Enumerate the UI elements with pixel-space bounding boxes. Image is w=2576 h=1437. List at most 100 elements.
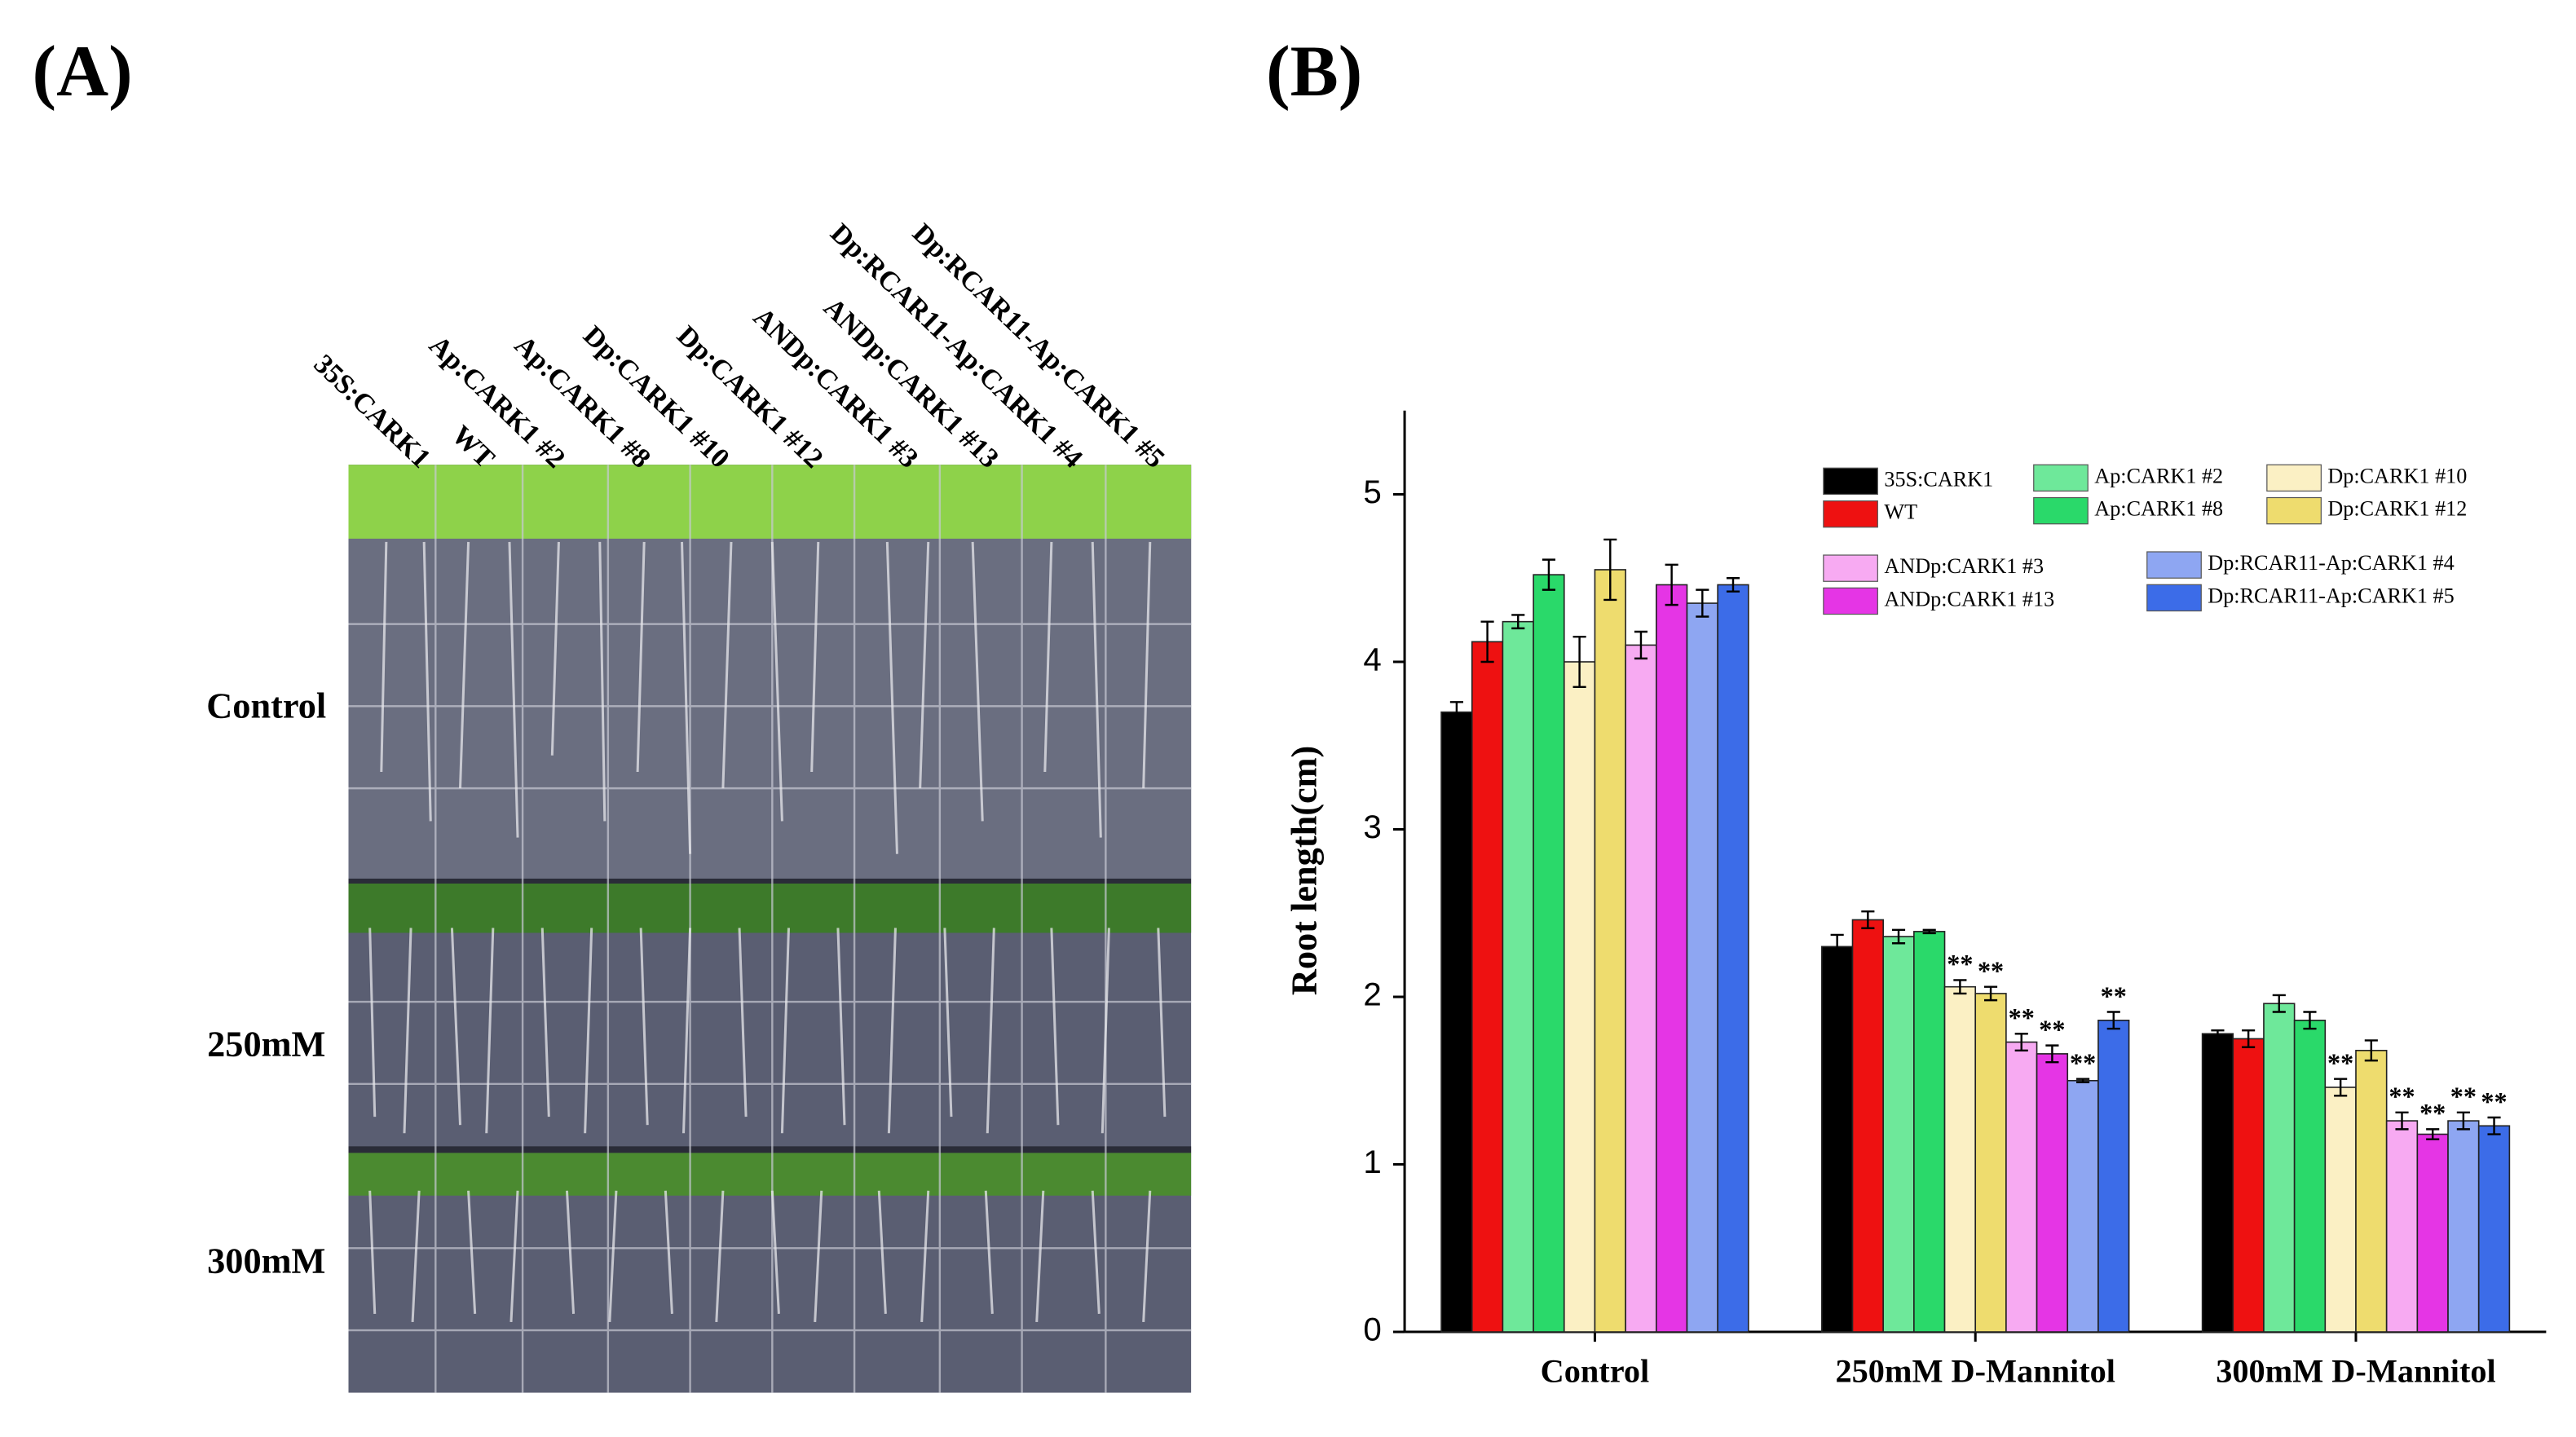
- error-bar: [2426, 1128, 2440, 1140]
- error-bar: [1696, 588, 1709, 618]
- legend-swatch: [1823, 587, 1878, 615]
- bar: [1563, 661, 1596, 1333]
- significance-label: **: [2450, 1082, 2477, 1111]
- legend-swatch: [1823, 467, 1878, 496]
- y-tick-label: 2: [1363, 976, 1381, 1013]
- y-tick-label: 1: [1363, 1144, 1381, 1180]
- legend-label: Dp:CARK1 #10: [2327, 464, 2467, 487]
- error-bar: [1542, 558, 1555, 591]
- significance-label: **: [2327, 1048, 2353, 1078]
- significance-label: **: [2070, 1048, 2096, 1078]
- error-bar: [1573, 635, 1586, 689]
- error-bar: [2106, 1011, 2120, 1030]
- error-bar: [1726, 577, 1740, 593]
- x-tick-label: Control: [1541, 1353, 1650, 1390]
- y-tick-label: 0: [1363, 1311, 1381, 1348]
- significance-label: **: [2039, 1015, 2065, 1044]
- bar: [2067, 1079, 2099, 1333]
- legend-label: ANDp:CARK1 #13: [1884, 587, 2054, 611]
- error-bar: [1983, 985, 1998, 1002]
- y-axis-label: Root length(cm): [1284, 746, 1324, 995]
- error-bar: [2076, 1078, 2090, 1084]
- error-bar: [1511, 614, 1525, 630]
- legend-label: ANDp:CARK1 #3: [1884, 554, 2044, 578]
- significance-label: **: [2389, 1082, 2415, 1111]
- y-tick-label: 4: [1363, 641, 1381, 678]
- panel-label: (A): [33, 32, 133, 112]
- bar: [2477, 1125, 2511, 1333]
- error-bar: [1830, 933, 1844, 959]
- error-bar: [1665, 563, 1678, 606]
- bar: [2324, 1087, 2357, 1333]
- condition-label: 300mM: [207, 1241, 325, 1281]
- bar: [1533, 574, 1565, 1333]
- significance-label: **: [2009, 1003, 2035, 1033]
- error-bar: [2487, 1116, 2501, 1135]
- significance-label: **: [2101, 981, 2127, 1011]
- error-bar: [1634, 630, 1648, 660]
- condition-label: 250mM: [207, 1025, 325, 1065]
- legend-swatch: [1823, 500, 1878, 528]
- error-bar: [1480, 620, 1494, 663]
- bar: [2355, 1049, 2388, 1333]
- significance-label: **: [1947, 950, 1973, 979]
- bar: [2263, 1003, 2296, 1333]
- error-bar: [2211, 1029, 2225, 1038]
- legend-swatch: [2033, 464, 2089, 492]
- legend-label: 35S:CARK1: [1884, 467, 1993, 491]
- legend-swatch: [2146, 584, 2202, 612]
- bar: [1471, 641, 1504, 1333]
- legend-label: WT: [1884, 500, 1917, 524]
- bar: [1913, 931, 1946, 1333]
- error-bar: [2395, 1111, 2409, 1131]
- error-bar: [2456, 1111, 2470, 1131]
- panel-b-chart: 0 1 2 3 4 5 Root length(cm) Control 250mM D-Mann…: [1284, 410, 2547, 1390]
- bar: [1821, 946, 1854, 1333]
- legend-label: Ap:CARK1 #8: [2094, 497, 2223, 521]
- panel-label: (B): [1266, 32, 1362, 112]
- bar: [1502, 620, 1534, 1333]
- error-bar: [2045, 1044, 2059, 1064]
- error-bar: [2334, 1078, 2348, 1097]
- error-bar: [2014, 1033, 2028, 1051]
- bar: [1625, 644, 1657, 1333]
- bar: [1882, 936, 1915, 1333]
- y-tick-label: 5: [1363, 474, 1381, 510]
- bar: [1655, 584, 1688, 1333]
- legend-swatch: [2033, 496, 2089, 525]
- error-bar: [2303, 1011, 2317, 1030]
- genotype-label: 35S:CARK1: [308, 348, 437, 474]
- bar: [1594, 569, 1626, 1333]
- significance-label: **: [1978, 956, 2004, 985]
- bar: [1717, 584, 1749, 1333]
- condition-label: Control: [206, 686, 326, 726]
- bar: [2097, 1019, 2130, 1333]
- legend-swatch: [2266, 464, 2322, 492]
- error-bar: [2242, 1029, 2256, 1048]
- plate-photo: [348, 465, 1192, 1393]
- error-bar: [2364, 1039, 2378, 1062]
- legend-label: Dp:RCAR11-Ap:CARK1 #5: [2208, 584, 2454, 607]
- error-bar: [1891, 928, 1906, 945]
- legend-swatch: [2146, 551, 2202, 579]
- bar: [2447, 1120, 2480, 1333]
- error-bar: [1603, 538, 1617, 602]
- bar: [1851, 919, 1884, 1333]
- error-bar: [1449, 701, 1463, 724]
- bar: [2385, 1120, 2419, 1333]
- legend-swatch: [2266, 496, 2322, 525]
- bar: [1686, 602, 1718, 1333]
- bar: [1440, 711, 1473, 1333]
- significance-label: **: [2481, 1087, 2507, 1116]
- y-tick-label: 3: [1363, 809, 1381, 845]
- error-bar: [1861, 910, 1875, 929]
- legend-swatch: [1823, 554, 1878, 582]
- x-tick-label: 300mM D-Mannitol: [2216, 1353, 2495, 1390]
- bar: [1943, 985, 1977, 1333]
- error-bar: [2272, 994, 2286, 1013]
- x-tick-label: 250mM D-Mannitol: [1835, 1353, 2115, 1390]
- significance-label: **: [2419, 1099, 2446, 1128]
- error-bar: [1953, 979, 1967, 995]
- bar: [2416, 1133, 2449, 1333]
